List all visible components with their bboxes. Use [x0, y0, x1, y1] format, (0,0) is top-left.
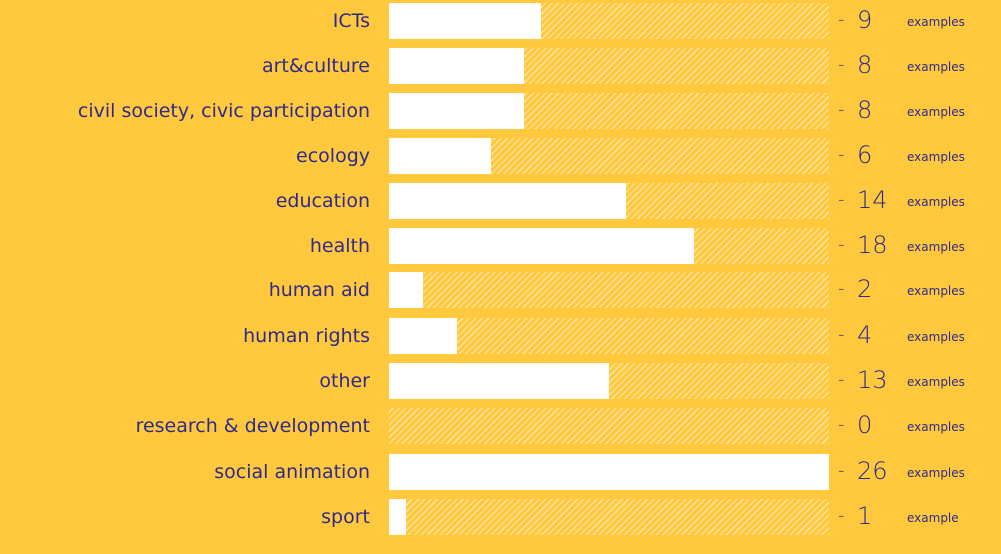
bar-row: art&culture -8 examples	[0, 48, 1001, 84]
unit-label: examples	[907, 284, 965, 298]
bar-row: sport -1 example	[0, 499, 1001, 535]
data-label: 9	[857, 6, 873, 34]
unit-label: examples	[907, 60, 965, 74]
value-prefix: -	[838, 189, 845, 210]
unit-label: examples	[907, 150, 965, 164]
unit-label: examples	[907, 466, 965, 480]
value-prefix: -	[838, 460, 845, 481]
bar-row: health -18 examples	[0, 228, 1001, 264]
bar-row: research & development -0 examples	[0, 408, 1001, 444]
data-label: 2	[857, 275, 873, 303]
value-prefix: -	[838, 9, 845, 30]
data-label: 18	[857, 231, 888, 259]
value-prefix: -	[838, 369, 845, 390]
bar-track	[389, 499, 829, 535]
data-label: 8	[857, 96, 873, 124]
unit-label: examples	[907, 420, 965, 434]
category-label: human rights	[243, 325, 370, 347]
bar-track	[389, 228, 829, 264]
category-label: civil society, civic participation	[77, 100, 370, 122]
category-label: other	[319, 370, 370, 392]
data-label: 1	[857, 502, 873, 530]
bar-row: ecology -6 examples	[0, 138, 1001, 174]
bar	[389, 363, 609, 399]
bar	[389, 272, 423, 308]
category-label: health	[309, 235, 370, 257]
data-label: 13	[857, 366, 888, 394]
data-label: 14	[857, 186, 888, 214]
bar-track	[389, 318, 829, 354]
bar-row: human aid -2 examples	[0, 272, 1001, 308]
bar	[389, 3, 542, 39]
bar	[389, 499, 406, 535]
bar-row: social animation -26 examples	[0, 454, 1001, 490]
bar-track	[389, 408, 829, 444]
unit-label: examples	[907, 105, 965, 119]
bar-track	[389, 93, 829, 129]
bar	[389, 318, 457, 354]
bar	[389, 93, 525, 129]
value-prefix: -	[838, 278, 845, 299]
category-label: sport	[321, 506, 370, 528]
value-prefix: -	[838, 414, 845, 435]
bar-track	[389, 272, 829, 308]
data-label: 0	[857, 411, 873, 439]
unit-label: examples	[907, 15, 965, 29]
unit-label: example	[907, 511, 959, 525]
data-label: 26	[857, 457, 888, 485]
unit-label: examples	[907, 375, 965, 389]
data-label: 8	[857, 51, 873, 79]
bar	[389, 228, 694, 264]
category-label: human aid	[268, 279, 370, 301]
bar-track	[389, 138, 829, 174]
value-prefix: -	[838, 99, 845, 120]
value-prefix: -	[838, 144, 845, 165]
bar-track	[389, 363, 829, 399]
bar-track	[389, 48, 829, 84]
category-label: social animation	[214, 461, 370, 483]
data-label: 4	[857, 321, 873, 349]
bar	[389, 138, 491, 174]
data-label: 6	[857, 141, 873, 169]
bar	[389, 454, 829, 490]
bar-track	[389, 3, 829, 39]
category-label: research & development	[135, 415, 370, 437]
bar-track	[389, 454, 829, 490]
bar-row: other -13 examples	[0, 363, 1001, 399]
bar-row: ICTs -9 examples	[0, 3, 1001, 39]
bar-row: civil society, civic participation -8 exam…	[0, 93, 1001, 129]
value-prefix: -	[838, 324, 845, 345]
bar-row: education -14 examples	[0, 183, 1001, 219]
unit-label: examples	[907, 240, 965, 254]
unit-label: examples	[907, 195, 965, 209]
bar-row: human rights -4 examples	[0, 318, 1001, 354]
bar	[389, 48, 525, 84]
bar-track	[389, 183, 829, 219]
category-label: art&culture	[261, 55, 370, 77]
category-label: ecology	[296, 145, 370, 167]
value-prefix: -	[838, 54, 845, 75]
value-prefix: -	[838, 234, 845, 255]
category-label: education	[275, 190, 370, 212]
unit-label: examples	[907, 330, 965, 344]
category-label: ICTs	[332, 10, 370, 32]
bar	[389, 183, 626, 219]
value-prefix: -	[838, 505, 845, 526]
